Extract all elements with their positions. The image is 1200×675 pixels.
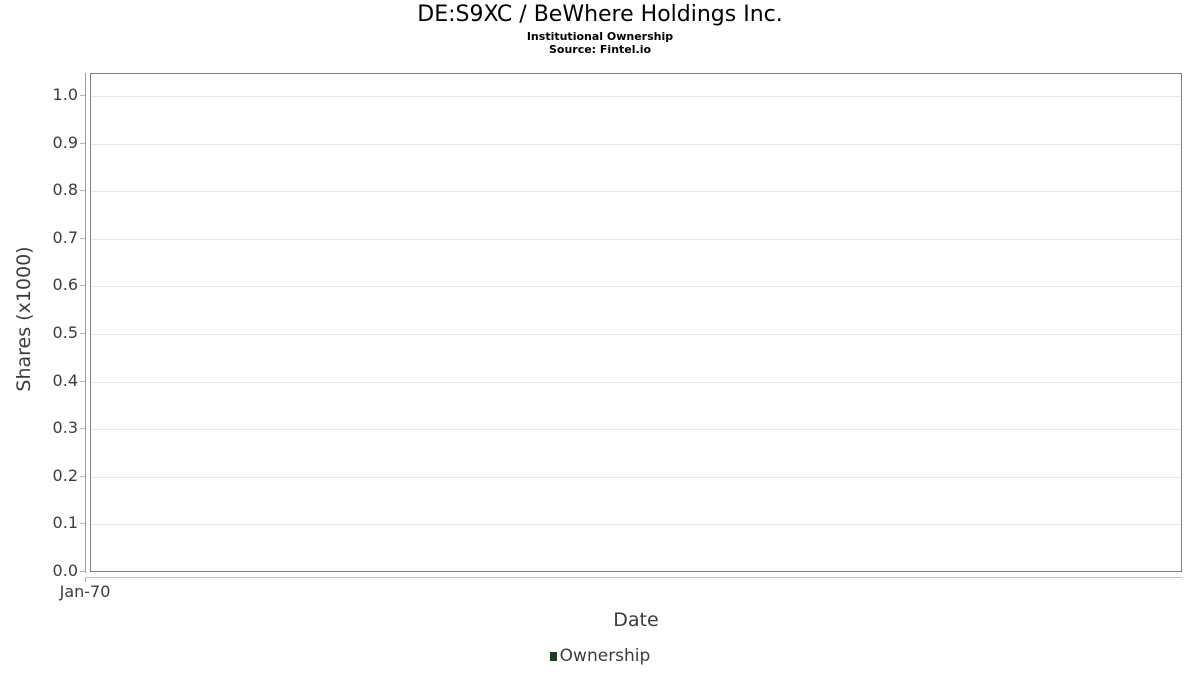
gridline-y-0.3 xyxy=(91,429,1181,431)
y-tick-label-0.3: 0.3 xyxy=(52,418,78,438)
y-tick-label-0.1: 0.1 xyxy=(52,513,78,533)
chart-subtitle: Institutional Ownership xyxy=(526,30,674,43)
x-axis-tick-mark xyxy=(85,577,86,582)
y-tick-label-0.2: 0.2 xyxy=(52,465,78,485)
legend-item-ownership[interactable]: Ownership xyxy=(549,646,651,666)
y-tick-mark-1.0 xyxy=(80,95,85,96)
data-series-layer xyxy=(91,74,1181,571)
y-tick-label-0.6: 0.6 xyxy=(52,275,78,295)
y-tick-mark-0.1 xyxy=(80,523,85,524)
y-tick-label-0.5: 0.5 xyxy=(52,323,78,342)
x-tick-label-Jan-70: Jan-70 xyxy=(59,582,111,601)
x-axis-title: Date xyxy=(613,609,659,631)
y-tick-label-1.0: 1.0 xyxy=(52,85,78,104)
x-axis-spine xyxy=(85,577,1182,578)
gridline-y-0.9 xyxy=(91,143,1181,145)
y-tick-mark-0.5 xyxy=(80,333,85,334)
gridline-y-0.2 xyxy=(91,476,1181,478)
gridline-y-0.4 xyxy=(91,381,1181,383)
gridline-y-0.6 xyxy=(91,286,1181,288)
y-tick-mark-0.3 xyxy=(80,428,85,429)
y-tick-mark-0.0 xyxy=(80,571,85,572)
y-tick-mark-0.6 xyxy=(80,285,85,286)
y-tick-mark-0.7 xyxy=(80,238,85,239)
y-tick-label-0.7: 0.7 xyxy=(52,227,78,247)
chart-title: DE:S9XC / BeWhere Holdings Inc. xyxy=(417,2,783,27)
chart-source-attribution: Source: Fintel.io xyxy=(548,43,652,56)
gridline-y-0.8 xyxy=(91,191,1181,193)
y-tick-mark-0.2 xyxy=(80,476,85,477)
gridline-y-0.1 xyxy=(91,524,1181,526)
y-tick-mark-0.4 xyxy=(80,381,85,382)
y-axis-spine xyxy=(85,73,86,573)
y-tick-label-0.0: 0.0 xyxy=(52,561,78,580)
x-axis-tick-labels: Jan-70 xyxy=(0,583,1200,607)
chart-header: DE:S9XC / BeWhere Holdings Inc. Institut… xyxy=(0,0,1200,56)
plot-area xyxy=(90,73,1182,572)
chart-legend: Ownership xyxy=(0,646,1200,666)
gridline-y-1.0 xyxy=(91,96,1181,97)
legend-swatch-icon xyxy=(549,651,557,661)
y-axis-title: Shares (x1000) xyxy=(13,246,35,392)
y-tick-mark-0.9 xyxy=(80,143,85,144)
legend-label: Ownership xyxy=(559,646,651,666)
y-tick-mark-0.8 xyxy=(80,190,85,191)
gridline-y-0.5 xyxy=(91,334,1181,335)
y-axis-tick-labels: 0.0 0.1 0.2 0.3 0.4 0.5 0.6 0.7 0.8 0.9 1.0 xyxy=(0,0,78,675)
y-tick-label-0.4: 0.4 xyxy=(52,370,78,390)
y-tick-label-0.8: 0.8 xyxy=(52,180,78,200)
y-tick-label-0.9: 0.9 xyxy=(52,132,78,152)
gridline-y-0.7 xyxy=(91,238,1181,240)
